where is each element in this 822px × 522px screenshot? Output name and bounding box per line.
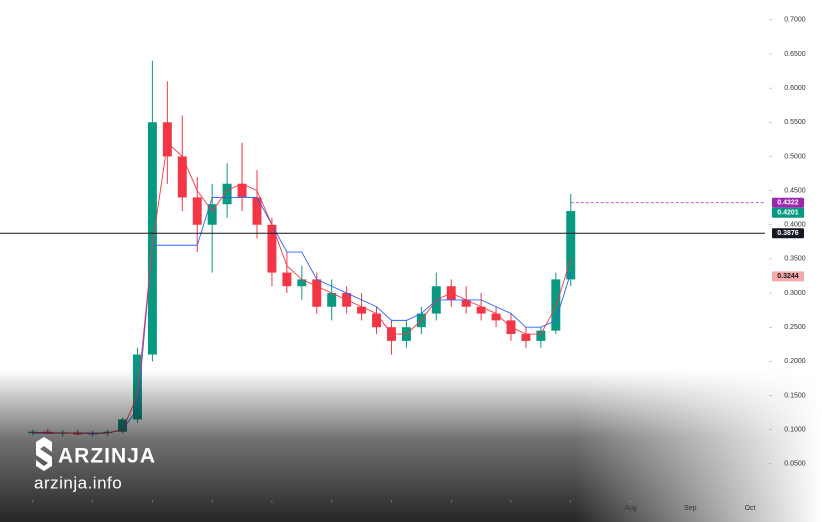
- y-tick-label: 0.4000: [784, 222, 806, 229]
- y-tick-label: 0.1500: [784, 392, 806, 399]
- x-tick-label: Sep: [684, 505, 697, 512]
- price-tag-label: 0.3244: [777, 273, 799, 280]
- watermark-shade: [0, 370, 822, 522]
- candle-body: [357, 306, 367, 314]
- x-tick-label: Feb: [266, 505, 278, 512]
- candle-body: [476, 306, 486, 314]
- x-tick-label: Jul: [566, 505, 575, 512]
- candle-body: [297, 279, 307, 287]
- candle-body: [551, 279, 561, 331]
- candle-body: [327, 293, 337, 307]
- candle-body: [192, 197, 202, 225]
- candle-body: [312, 279, 322, 307]
- x-tick-label: Oct: [745, 505, 756, 512]
- logo: [36, 437, 52, 471]
- price-tag-label: 0.4322: [777, 200, 799, 207]
- x-tick-label: Aug: [624, 505, 637, 512]
- y-tick-label: 0.3500: [784, 256, 806, 263]
- y-tick-label: 0.3000: [784, 290, 806, 297]
- y-tick-label: 0.6500: [784, 51, 806, 58]
- candle-body: [237, 183, 247, 198]
- price-tag: [772, 207, 804, 218]
- watermark: ARZINJA arzinja.info: [34, 437, 156, 492]
- y-tick-label: 0.4500: [784, 187, 806, 194]
- candle-body: [491, 313, 501, 321]
- candle-body: [566, 211, 576, 280]
- x-tick-label: Nov: [86, 505, 99, 512]
- price-tag: [772, 271, 804, 282]
- axes: 0.0500 0.1000 0.1500 0.2000 0.2500 0.3000 0.35…: [27, 17, 806, 512]
- price-tag: [772, 197, 804, 208]
- brand: ARZINJA: [58, 445, 156, 468]
- x-tick-label: Oct: [27, 505, 38, 512]
- candle-body: [461, 299, 471, 307]
- x-tick-label: Dec: [146, 505, 159, 512]
- x-tick-label: 2025: [204, 505, 220, 512]
- y-tick-label: 0.2000: [784, 358, 806, 365]
- candle-body: [521, 334, 531, 341]
- candle-body: [147, 122, 157, 355]
- y-tick-label: 0.1000: [784, 427, 806, 434]
- y-tick-label: 0.6000: [784, 85, 806, 92]
- price-tag-label: 0.3876: [777, 230, 799, 237]
- x-tick-label: Apr: [386, 505, 398, 512]
- candle-body: [372, 313, 382, 328]
- candle-body: [207, 204, 217, 225]
- y-tick-label: 0.5500: [784, 119, 806, 126]
- y-tick-label: 0.2500: [784, 324, 806, 331]
- candle-body: [252, 197, 262, 225]
- x-tick-label: May: [445, 505, 459, 512]
- candle-body: [222, 183, 232, 205]
- candle-body: [282, 272, 292, 287]
- candle-body: [162, 122, 172, 157]
- candle-body: [267, 224, 277, 273]
- y-tick-label: 0.5000: [784, 153, 806, 160]
- x-tick-label: Jun: [505, 505, 516, 512]
- y-tick-label: 0.0500: [784, 461, 806, 468]
- y-tick-label: 0.7000: [784, 17, 806, 24]
- x-tick-label: Mar: [326, 505, 339, 512]
- site: arzinja.info: [34, 473, 122, 492]
- candle-body: [536, 330, 546, 341]
- price-tag: [772, 228, 804, 239]
- candle-body: [177, 156, 187, 198]
- price-tag-label: 0.4201: [777, 210, 799, 217]
